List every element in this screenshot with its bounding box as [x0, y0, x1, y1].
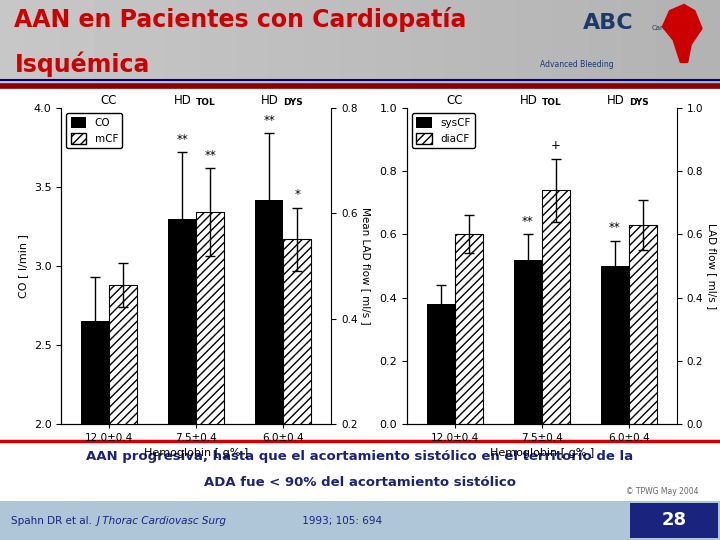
- Bar: [541, 190, 570, 424]
- Text: TOL: TOL: [541, 98, 562, 107]
- Text: Advanced Bleeding: Advanced Bleeding: [540, 60, 613, 70]
- Bar: [455, 234, 482, 424]
- Text: TOL: TOL: [197, 98, 216, 107]
- Bar: [283, 239, 311, 540]
- Bar: [197, 212, 224, 540]
- Text: J Thorac Cardiovasc Surg: J Thorac Cardiovasc Surg: [97, 516, 228, 525]
- Legend: sysCF, diaCF: sysCF, diaCF: [412, 113, 474, 148]
- Bar: [109, 285, 137, 540]
- Text: +: +: [551, 139, 561, 152]
- Text: DYS: DYS: [283, 98, 303, 107]
- Y-axis label: CO [ l/min ]: CO [ l/min ]: [18, 234, 28, 298]
- Text: ABC: ABC: [583, 14, 634, 33]
- Text: HD: HD: [520, 94, 537, 107]
- Text: *: *: [294, 188, 300, 201]
- Text: HD: HD: [261, 94, 279, 107]
- Text: **: **: [204, 148, 216, 161]
- Bar: [629, 225, 657, 424]
- X-axis label: Hemoglobin [ g% ]: Hemoglobin [ g% ]: [490, 449, 594, 458]
- Text: 28: 28: [662, 511, 686, 529]
- Polygon shape: [662, 4, 702, 62]
- FancyBboxPatch shape: [630, 503, 718, 538]
- Text: ADA fue < 90% del acortamiento sistólico: ADA fue < 90% del acortamiento sistólico: [204, 476, 516, 489]
- Y-axis label: LAD flow [ ml/s ]: LAD flow [ ml/s ]: [707, 223, 717, 309]
- Text: **: **: [609, 221, 621, 234]
- Text: HD: HD: [607, 94, 624, 107]
- Text: AAN en Pacientes con Cardiopatía: AAN en Pacientes con Cardiopatía: [14, 7, 467, 32]
- Text: **: **: [176, 133, 188, 146]
- Text: **: **: [264, 114, 275, 127]
- Bar: [427, 304, 455, 424]
- Text: **: **: [522, 215, 534, 228]
- Bar: [514, 260, 541, 424]
- Text: Spahn DR et al.: Spahn DR et al.: [11, 516, 95, 525]
- Bar: [601, 266, 629, 424]
- Text: 1993; 105: 694: 1993; 105: 694: [299, 516, 382, 525]
- Bar: [81, 321, 109, 540]
- X-axis label: Hemoglobin [ g% ]: Hemoglobin [ g% ]: [144, 449, 248, 458]
- Text: Care: Care: [652, 25, 667, 31]
- Bar: [256, 200, 283, 540]
- Text: CC: CC: [446, 94, 463, 107]
- FancyBboxPatch shape: [0, 501, 720, 540]
- Text: CC: CC: [101, 94, 117, 107]
- Y-axis label: Mean LAD flow [ ml/s ]: Mean LAD flow [ ml/s ]: [361, 207, 372, 325]
- Text: DYS: DYS: [629, 98, 649, 107]
- Text: © TPWG May 2004: © TPWG May 2004: [626, 487, 698, 496]
- Text: HD: HD: [174, 94, 192, 107]
- Bar: [168, 219, 196, 540]
- Legend: CO, mCF: CO, mCF: [66, 113, 122, 148]
- Text: Isquémica: Isquémica: [14, 52, 150, 77]
- Text: AAN progresiva, hasta que el acortamiento sistólico en el territorio de la: AAN progresiva, hasta que el acortamient…: [86, 450, 634, 463]
